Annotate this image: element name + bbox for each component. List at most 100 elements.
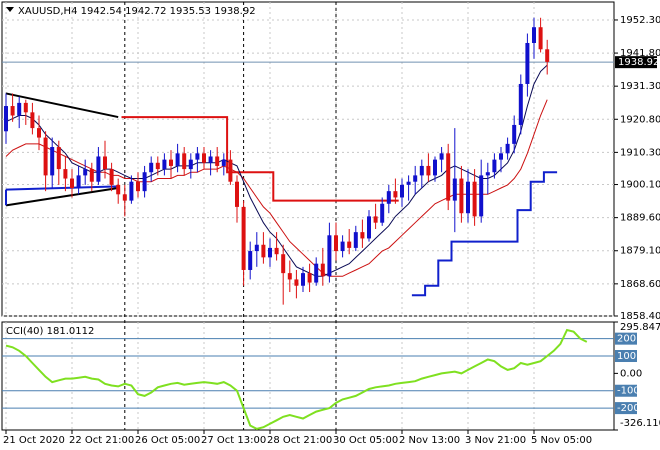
- candle-body: [538, 27, 543, 50]
- candle-body: [70, 178, 74, 189]
- candle-body: [426, 165, 431, 176]
- last-price-tag: [615, 56, 657, 69]
- trendline: [5, 92, 119, 119]
- candle-body: [413, 175, 418, 182]
- candle-body: [518, 83, 523, 125]
- candle-body: [142, 172, 147, 192]
- cci-panel-frame: [1, 321, 615, 431]
- candle-body: [96, 156, 101, 182]
- y-tick-label: 1910.30: [620, 147, 660, 158]
- candle-body: [459, 178, 464, 214]
- candle-body: [10, 106, 15, 116]
- candle-body: [4, 106, 8, 132]
- price-panel-frame: [1, 1, 615, 317]
- candle-body: [235, 181, 239, 207]
- candle-body: [162, 159, 167, 170]
- y-tick-label: 1920.80: [620, 114, 660, 125]
- candle-body: [103, 156, 107, 170]
- y-tick-label: 1868.60: [620, 279, 660, 290]
- candle-body: [50, 147, 55, 176]
- candle-body: [433, 159, 437, 176]
- candle-body: [56, 147, 61, 170]
- x-tick-label: 27 Oct 13:00: [201, 435, 266, 446]
- x-tick-label: 5 Nov 05:00: [531, 435, 592, 446]
- candle-body: [215, 156, 220, 166]
- candles: [4, 17, 550, 305]
- candle-body: [380, 203, 385, 223]
- chevron-down-icon[interactable]: [6, 7, 14, 12]
- trendlines: [5, 92, 119, 207]
- candle-body: [281, 254, 286, 274]
- candle-body: [76, 175, 81, 189]
- candle-body: [301, 273, 305, 286]
- candle-body: [499, 153, 503, 160]
- candle-body: [532, 27, 536, 43]
- candle-body: [182, 153, 187, 170]
- candle-body: [268, 247, 272, 258]
- y-tick-label: 1952.30: [620, 15, 660, 26]
- candle-body: [439, 153, 444, 160]
- candle-body: [452, 178, 457, 201]
- y-tick-label: 1858.40: [620, 311, 660, 322]
- ma-slow-line: [5, 99, 548, 277]
- x-tick-label: 28 Oct 21:00: [267, 435, 332, 446]
- x-tick-label: 3 Nov 21:00: [465, 435, 526, 446]
- candle-body: [43, 137, 48, 176]
- candle-body: [353, 232, 358, 248]
- cci-line: [5, 328, 588, 430]
- cci-tick-label: 295.8476: [620, 322, 660, 333]
- candle-body: [17, 102, 22, 116]
- candle-body: [466, 181, 470, 214]
- candle-body: [136, 181, 140, 192]
- candle-body: [30, 112, 35, 129]
- cci-tick-label: -326.1106: [620, 418, 660, 429]
- candle-body: [241, 206, 246, 270]
- candle-body: [155, 162, 160, 170]
- price-axis: 1952.30 1941.80 1931.30 1920.80 1910.30 1900.…: [614, 15, 660, 322]
- candle-body: [254, 244, 259, 252]
- candle-body: [248, 251, 253, 270]
- symbol-header: XAUUSD,H4 1942.54 1942.72 1935.53 1938.9…: [18, 6, 256, 17]
- candle-body: [116, 184, 121, 195]
- cci-indicator: [5, 328, 588, 430]
- cci-level-tag: [615, 332, 637, 345]
- y-tick-label: 1931.30: [620, 81, 660, 92]
- cci-axis: 295.8476200 100 0.00 -100 -200 -326.1106: [614, 321, 660, 431]
- cci-tick-label: -100: [617, 386, 640, 397]
- candle-body: [393, 191, 398, 198]
- candle-body: [63, 169, 68, 179]
- x-tick-label: 21 Oct 2020: [3, 435, 65, 446]
- candle-body: [485, 172, 490, 176]
- candle-body: [479, 175, 484, 217]
- candle-body: [294, 279, 299, 286]
- cci-header: CCI(40) 181.0112: [6, 326, 94, 337]
- candle-body: [360, 232, 365, 239]
- candle-body: [109, 169, 114, 185]
- candle-body: [347, 241, 352, 248]
- candle-body: [202, 153, 206, 163]
- candle-body: [221, 159, 226, 166]
- candle-body: [169, 159, 173, 166]
- candle-body: [525, 42, 530, 84]
- trendline: [5, 185, 119, 191]
- candle-body: [37, 128, 41, 138]
- candle-body: [83, 169, 88, 176]
- candle-body: [287, 273, 292, 280]
- candle-body: [274, 247, 279, 255]
- y-tick-label: 1879.10: [620, 246, 660, 257]
- candle-body: [208, 156, 213, 163]
- candle-body: [195, 153, 200, 160]
- candle-body: [320, 263, 325, 277]
- cci-level-tag: [615, 384, 637, 397]
- candle-body: [512, 124, 517, 144]
- x-tick-label: 26 Oct 05:00: [135, 435, 200, 446]
- candle-body: [149, 162, 154, 173]
- y-tick-label: 1941.80: [620, 48, 660, 59]
- candle-body: [505, 143, 510, 154]
- last-price-label: 1938.92: [618, 57, 659, 68]
- candle-body: [23, 102, 28, 113]
- x-tick-label: 22 Oct 21:00: [69, 435, 134, 446]
- cci-level-tag: [615, 402, 637, 415]
- x-tick-label: 30 Oct 05:00: [333, 435, 398, 446]
